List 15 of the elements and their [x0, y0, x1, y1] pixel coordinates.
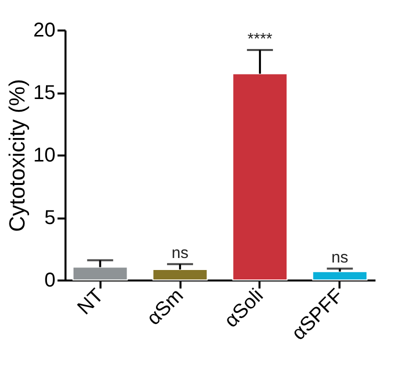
x-tick-label: αSm — [142, 284, 188, 330]
x-tick-label: NT — [74, 284, 108, 320]
y-tick-label: 15 — [33, 82, 56, 104]
annotation: **** — [247, 31, 272, 48]
y-axis-title: Cytotoxicity (%) — [4, 79, 30, 232]
y-tick-label: 20 — [33, 20, 56, 42]
annotation: ns — [331, 250, 348, 267]
bar — [312, 271, 368, 280]
bar — [72, 266, 128, 280]
annotation: ns — [172, 245, 189, 262]
bar — [152, 269, 208, 280]
y-tick-label: 5 — [44, 207, 56, 229]
bar — [232, 73, 288, 280]
y-tick-label: 10 — [33, 144, 56, 166]
y-tick-label: 0 — [44, 270, 56, 292]
